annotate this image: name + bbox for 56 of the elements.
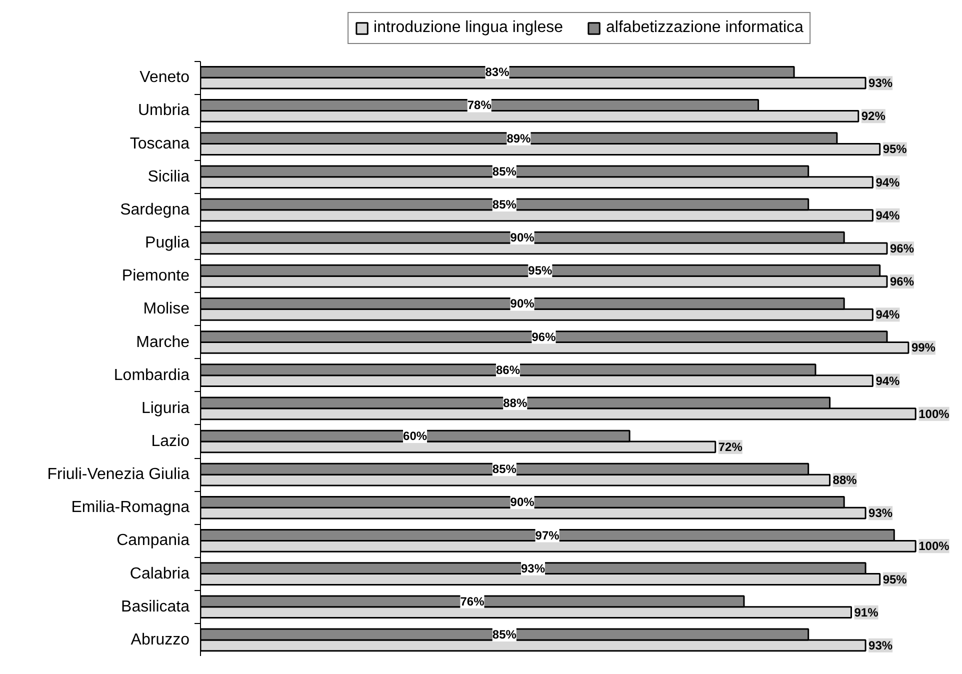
data-label: 91% — [854, 605, 879, 620]
data-label: 96% — [890, 274, 914, 289]
y-tick-label: Sicilia — [148, 168, 190, 186]
data-label: 93% — [868, 638, 893, 652]
data-label: 93% — [868, 76, 893, 90]
data-label: 88% — [503, 396, 528, 410]
data-label: 96% — [532, 330, 556, 344]
y-tick-label: Lazio — [151, 432, 190, 450]
data-label: 93% — [868, 506, 893, 520]
y-tick-label: Campania — [116, 532, 190, 550]
y-tick-label: Toscana — [130, 135, 190, 152]
y-tick-label: Abruzzo — [130, 631, 190, 648]
data-label: 99% — [911, 340, 936, 355]
data-label: 95% — [528, 264, 553, 278]
data-label: 88% — [832, 473, 858, 488]
data-label: 90% — [510, 230, 535, 245]
data-label: 96% — [890, 241, 914, 256]
data-label: 76% — [460, 594, 485, 608]
data-label: 85% — [492, 164, 517, 178]
data-label: 60% — [403, 429, 428, 444]
y-tick-label: Lombardia — [114, 366, 190, 384]
y-tick-label: Calabria — [130, 565, 190, 582]
y-tick-label: Friuli-Venezia Giulia — [47, 466, 190, 484]
data-label: 97% — [535, 528, 560, 542]
data-label: 95% — [882, 572, 908, 586]
data-label: 94% — [876, 374, 900, 388]
legend-label: alfabetizzazione informatica — [606, 19, 804, 37]
y-tick-label: Piemonte — [122, 268, 190, 285]
data-label: 100% — [918, 406, 950, 421]
data-label: 100% — [918, 539, 950, 554]
y-tick-label: Liguria — [141, 400, 190, 417]
legend-label: introduzione lingua inglese — [374, 19, 564, 37]
data-label: 72% — [718, 440, 743, 454]
y-tick-label: Puglia — [145, 234, 190, 252]
data-label: 85% — [492, 628, 517, 642]
data-label: 94% — [876, 175, 900, 190]
y-tick-label: Molise — [143, 300, 190, 318]
data-label: 90% — [510, 495, 535, 510]
data-label: 93% — [521, 561, 546, 576]
data-label: 89% — [506, 131, 532, 146]
data-label: 94% — [876, 308, 900, 322]
y-tick-label: Emilia-Romagna — [71, 499, 190, 516]
data-label: 90% — [510, 296, 535, 311]
data-label: 78% — [467, 98, 492, 112]
data-label: 94% — [876, 208, 900, 222]
data-label: 95% — [882, 142, 908, 156]
y-tick-label: Marche — [136, 334, 190, 351]
data-label: 92% — [861, 109, 886, 124]
y-tick-label: Veneto — [140, 69, 190, 86]
y-tick-label: Sardegna — [120, 201, 190, 218]
data-label: 85% — [492, 462, 517, 476]
y-tick-label: Basilicata — [121, 598, 190, 616]
data-label: 85% — [492, 197, 517, 212]
data-label: 86% — [496, 362, 520, 377]
data-label: 83% — [485, 65, 510, 80]
y-tick-label: Umbria — [138, 102, 190, 120]
